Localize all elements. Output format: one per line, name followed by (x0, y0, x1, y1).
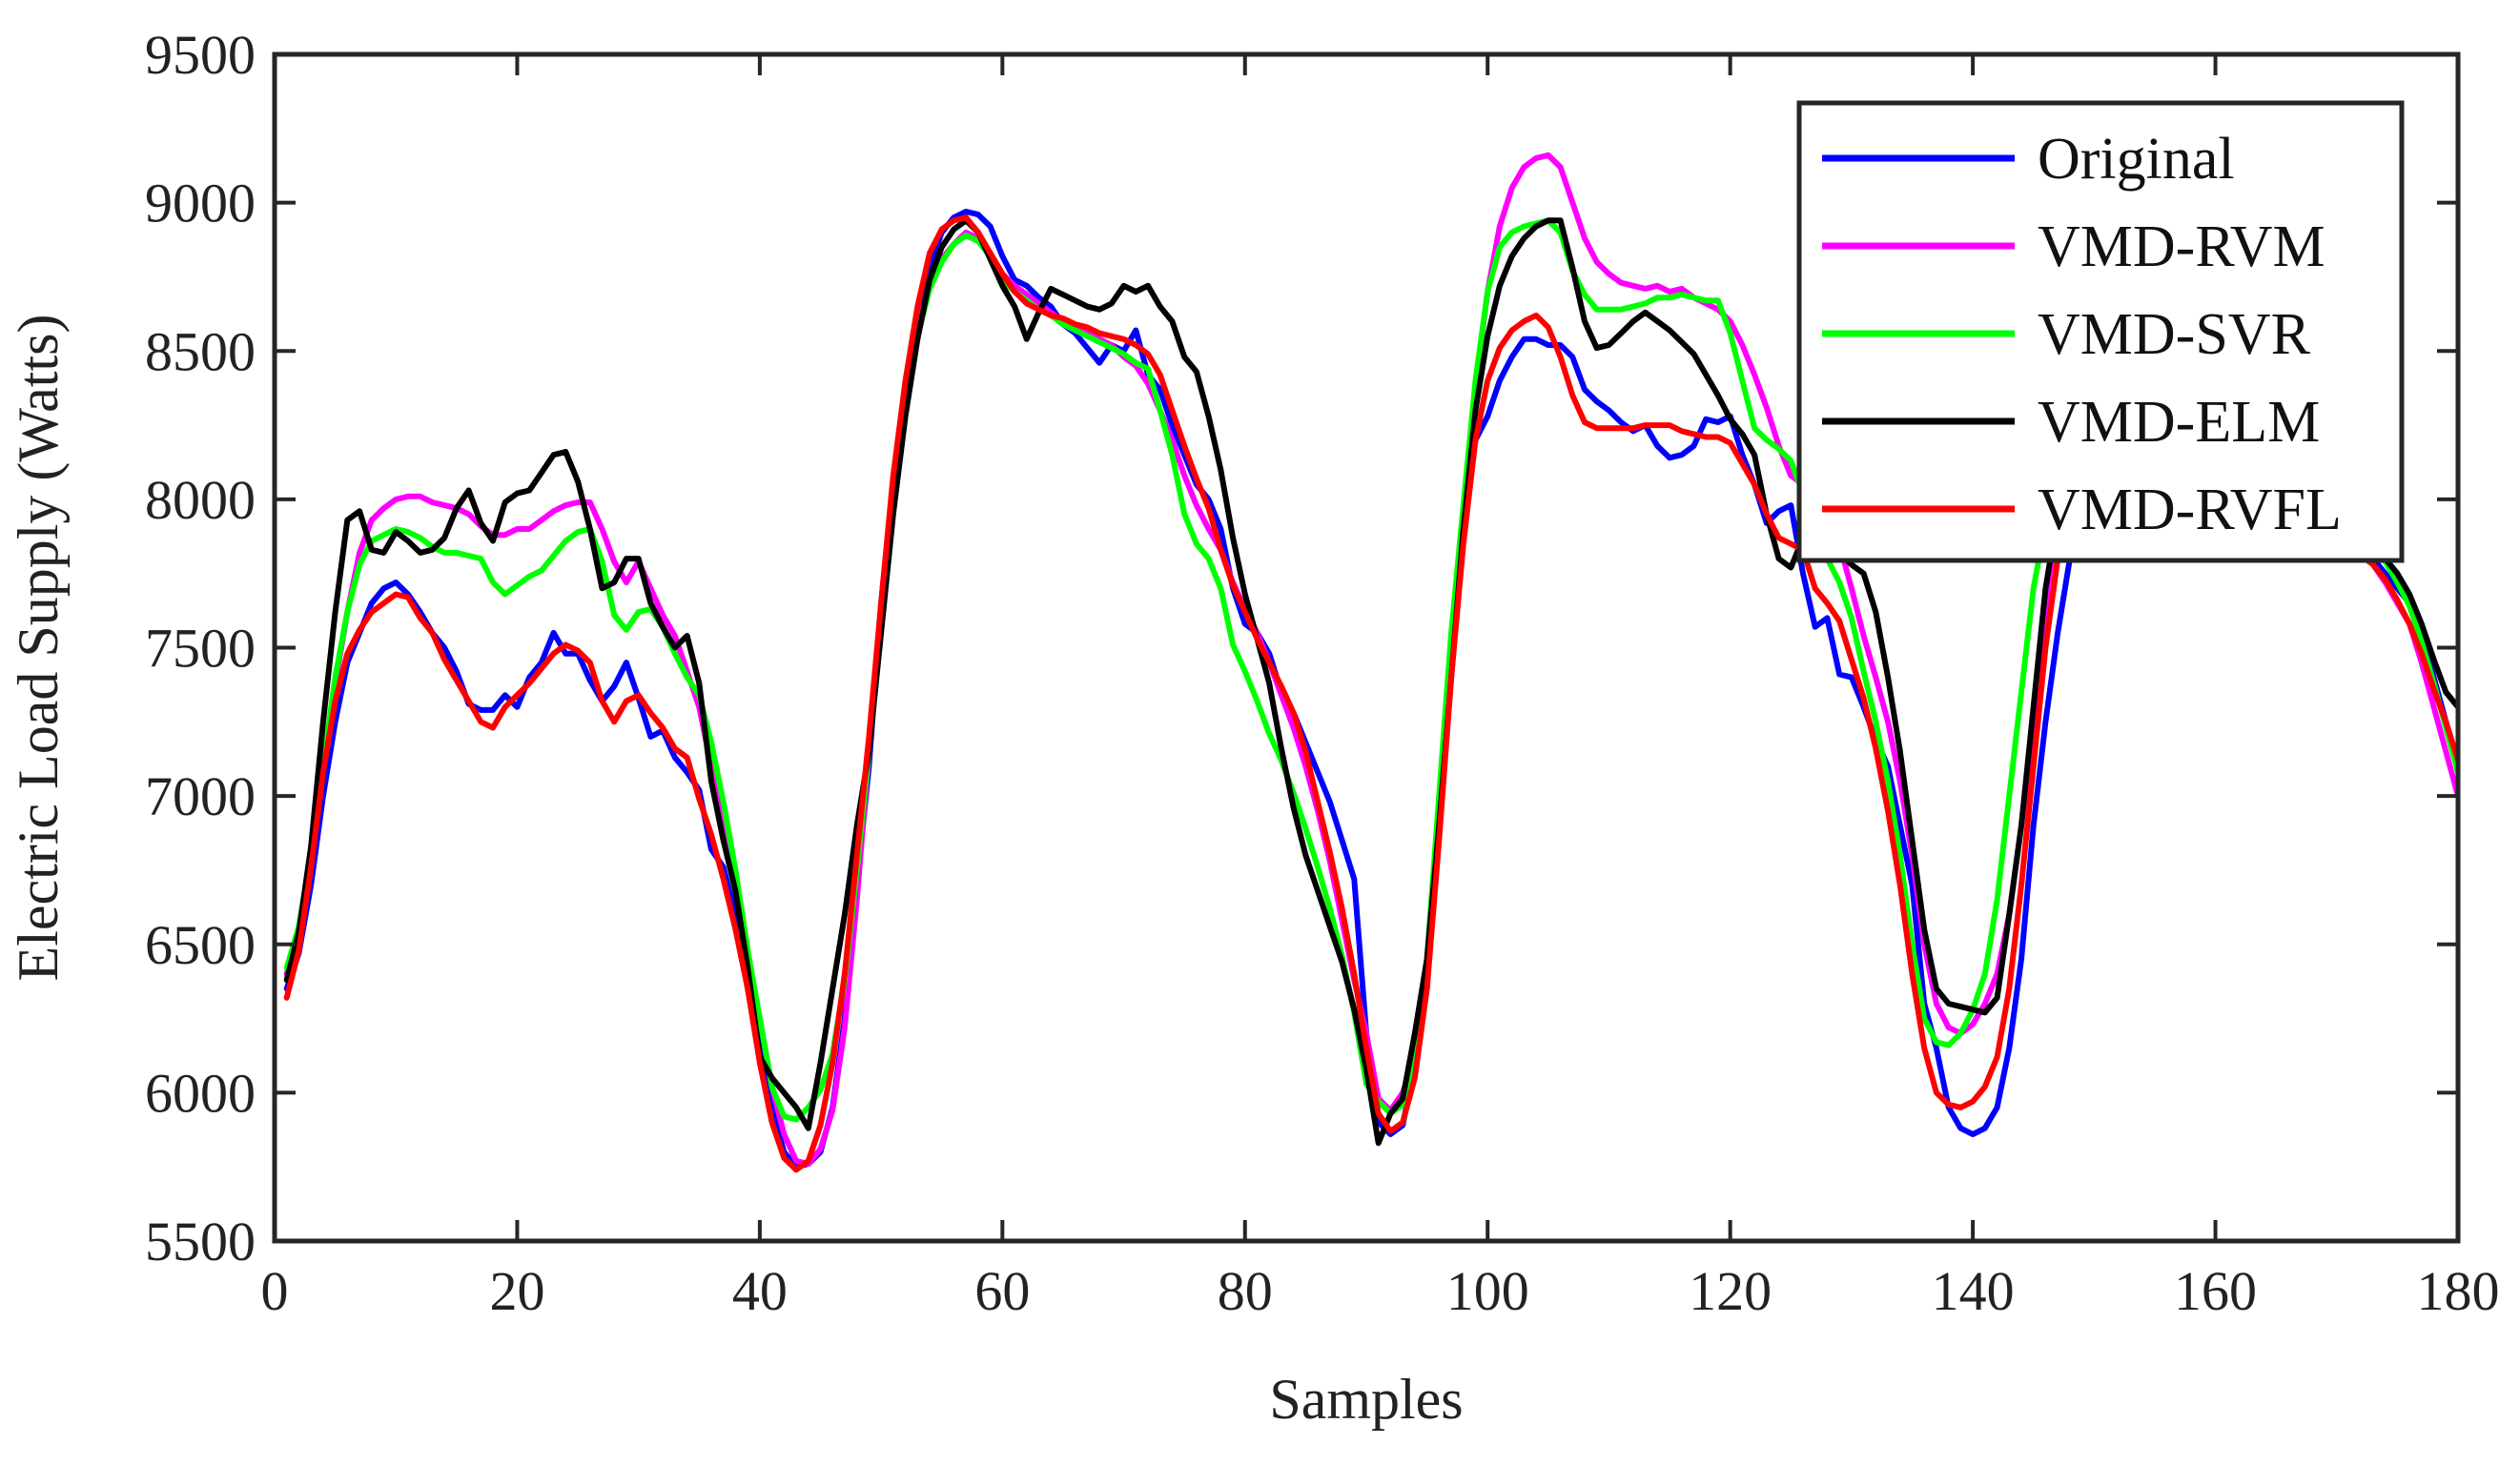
y-tick-label: 9500 (145, 24, 256, 86)
legend-label: VMD-SVR (2038, 302, 2311, 367)
x-tick-label: 40 (732, 1260, 788, 1322)
x-axis-label: Samples (1269, 1368, 1463, 1431)
y-tick-label: 7000 (145, 765, 256, 827)
y-tick-label: 9000 (145, 173, 256, 234)
legend-label: VMD-RVM (2038, 214, 2325, 279)
y-tick-label: 7500 (145, 618, 256, 680)
x-tick-label: 0 (261, 1260, 289, 1322)
legend-label: VMD-ELM (2038, 390, 2320, 455)
y-axis-label: Electric Load Supply (Watts) (7, 315, 70, 982)
x-axis-ticks: 0 20 40 60 80 100 120 140 160 180 (261, 54, 2500, 1322)
legend: Original VMD-RVM VMD-SVR VMD-ELM VMD-RVFL (1796, 100, 2405, 563)
y-tick-label: 8500 (145, 320, 256, 382)
y-tick-label: 8000 (145, 469, 256, 531)
legend-label: VMD-RVFL (2038, 478, 2342, 542)
legend-label: Original (2038, 127, 2235, 192)
x-tick-label: 160 (2174, 1260, 2257, 1322)
x-tick-label: 180 (2417, 1260, 2500, 1322)
y-tick-label: 5500 (145, 1211, 256, 1272)
y-axis-ticks: 5500 6000 6500 7000 7500 8000 8500 9000 9500 (145, 24, 2458, 1272)
x-tick-label: 140 (1932, 1260, 2015, 1322)
y-tick-label: 6500 (145, 914, 256, 976)
y-tick-label: 6000 (145, 1062, 256, 1124)
x-tick-label: 20 (489, 1260, 544, 1322)
x-tick-label: 60 (974, 1260, 1030, 1322)
x-tick-label: 80 (1218, 1260, 1273, 1322)
x-tick-label: 120 (1689, 1260, 1772, 1322)
x-tick-label: 100 (1446, 1260, 1529, 1322)
